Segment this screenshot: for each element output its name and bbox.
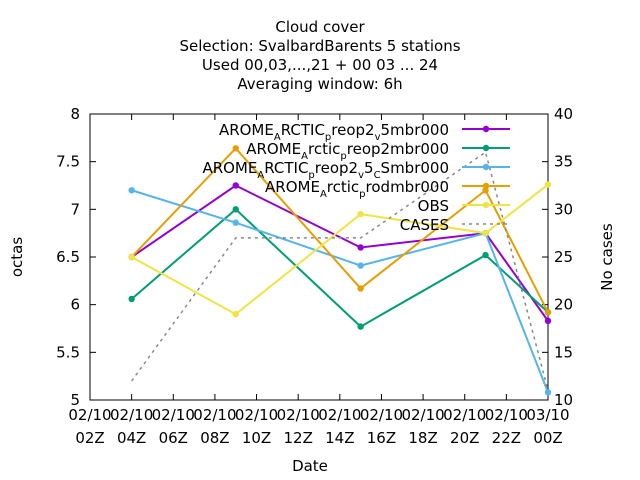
y-tick-label-0: 5	[70, 391, 80, 409]
series-line-2	[130, 207, 549, 328]
x-tick-label-date-1: 02/10	[110, 406, 153, 424]
series-4-point-3	[357, 285, 364, 292]
legend-label-5: OBS	[418, 197, 449, 215]
series-5-point-5	[544, 181, 552, 188]
series-line-6	[131, 150, 549, 391]
series-5-point-4	[482, 229, 489, 237]
x-tick-label-date-3: 02/10	[193, 406, 236, 424]
chart-title-line-2: Selection: SvalbardBarents 5 stations	[179, 37, 460, 55]
series-2-point-1	[128, 295, 135, 303]
chart-title-line-1: Cloud cover	[275, 18, 365, 36]
y2-tick-label-3: 25	[554, 248, 573, 266]
legend-label-6: CASES	[400, 216, 449, 234]
x-axis-label: Date	[292, 457, 328, 475]
x-tick-label-date-2: 02/10	[152, 406, 195, 424]
x-tick-label-date-4: 02/10	[235, 406, 278, 424]
chart-title-line-4: Averaging window: 6h	[237, 75, 402, 93]
y-tick-label-3: 6.5	[56, 248, 80, 266]
y-tick-label-6: 8	[70, 105, 80, 123]
y2-tick-label-2: 20	[554, 296, 573, 314]
chart-title-line-3: Used 00,03,...,21 + 00 03 ... 24	[202, 56, 438, 74]
x-tick-label-hour-11: 00Z	[533, 429, 562, 447]
x-tick-label-hour-10: 22Z	[492, 429, 521, 447]
series-1-point-3	[357, 244, 364, 251]
x-tick-label-hour-8: 18Z	[408, 429, 437, 447]
x-tick-label-date-10: 02/10	[485, 406, 528, 424]
x-tick-label-hour-0: 02Z	[75, 429, 104, 447]
y2-tick-label-4: 30	[554, 200, 573, 218]
y-tick-label-4: 7	[70, 200, 80, 218]
series-4-point-2	[232, 145, 239, 152]
x-tick-label-date-8: 02/10	[401, 406, 444, 424]
x-tick-label-hour-2: 06Z	[159, 429, 188, 447]
series-3-point-5	[544, 389, 552, 396]
y-tick-label-1: 5.5	[56, 343, 80, 361]
legend-label-4: AROMEArcticprodmbr000	[265, 178, 449, 200]
legend-label-2: AROMEArcticpreop2mbr000	[246, 140, 449, 162]
series-2-point-3	[357, 323, 364, 330]
x-tick-label-date-11: 03/10	[526, 406, 569, 424]
x-tick-label-hour-7: 16Z	[367, 429, 396, 447]
legend-marker-1	[482, 125, 490, 133]
x-tick-label-hour-4: 10Z	[242, 429, 271, 447]
legend-marker-2	[482, 144, 490, 152]
series-3-point-3	[357, 262, 364, 269]
series-5-point-2	[232, 311, 239, 318]
x-tick-label-date-5: 02/10	[277, 406, 320, 424]
x-tick-label-hour-5: 12Z	[283, 429, 312, 447]
y-tick-label-2: 6	[70, 296, 80, 314]
x-tick-label-hour-3: 08Z	[200, 429, 229, 447]
x-tick-label-date-9: 02/10	[443, 406, 486, 424]
x-tick-label-date-6: 02/10	[318, 406, 361, 424]
legend-label-1: AROMEARCTICpreop2v5mbr000	[219, 121, 449, 143]
x-tick-label-hour-1: 04Z	[117, 429, 146, 447]
legend-marker-4	[482, 182, 490, 190]
y2-tick-label-0: 10	[554, 391, 573, 409]
y-tick-label-5: 7.5	[56, 153, 80, 171]
series-5-point-3	[357, 210, 364, 218]
series-2-point-2	[232, 206, 239, 213]
legend-marker-5	[482, 201, 490, 209]
legend-marker-3	[482, 163, 490, 171]
x-tick-label-hour-9: 20Z	[450, 429, 479, 447]
series-5-point-1	[128, 253, 135, 261]
series-2-point-4	[482, 251, 489, 259]
y2-tick-label-6: 40	[554, 105, 573, 123]
x-tick-label-hour-6: 14Z	[325, 429, 354, 447]
y-axis-label: octas	[8, 237, 26, 277]
series-1-point-2	[232, 182, 239, 189]
x-tick-label-date-7: 02/10	[360, 406, 403, 424]
series-3-point-2	[232, 219, 239, 226]
series-3-point-1	[128, 187, 135, 194]
series-4-point-5	[544, 309, 552, 316]
y2-tick-label-1: 15	[554, 343, 573, 361]
x-tick-label-date-0: 02/10	[68, 406, 111, 424]
y2-tick-label-5: 35	[554, 153, 573, 171]
y2-axis-label: No cases	[598, 223, 616, 291]
series-1-point-5	[544, 317, 552, 325]
legend-label-3: AROMEARCTICpreop2v5CSmbr000	[202, 159, 449, 181]
